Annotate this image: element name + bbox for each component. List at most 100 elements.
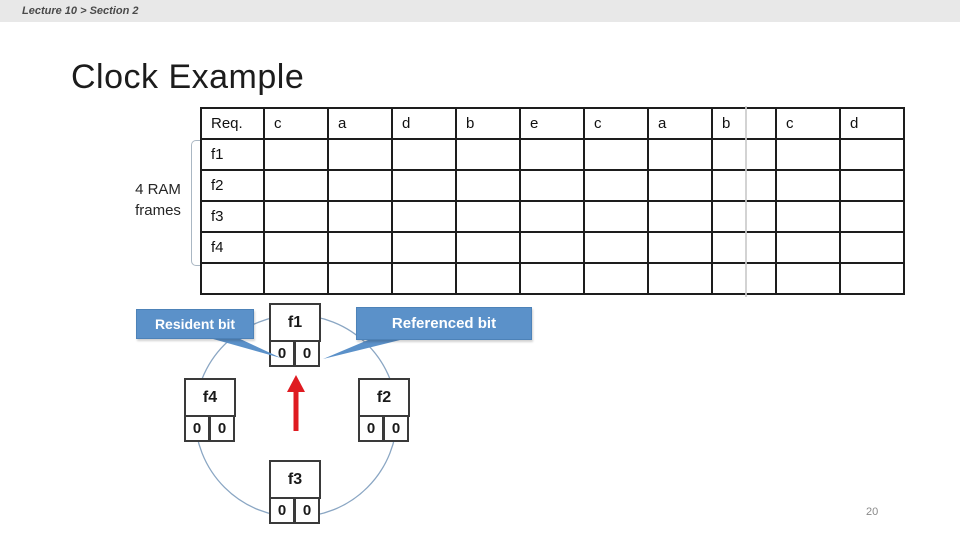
table-cell bbox=[519, 169, 585, 202]
referenced-bit-box: 0 bbox=[294, 340, 320, 367]
table-cell bbox=[647, 231, 713, 264]
bit-boxes: 0 0 bbox=[269, 340, 321, 367]
table-cell bbox=[647, 200, 713, 233]
request-letter-cell: d bbox=[839, 107, 905, 140]
breadcrumb-bar: Lecture 10 > Section 2 bbox=[0, 0, 960, 22]
bit-boxes: 0 0 bbox=[269, 497, 321, 524]
frame-row-label bbox=[200, 262, 265, 295]
table-cell bbox=[583, 200, 649, 233]
table-cell bbox=[455, 169, 521, 202]
table-cell bbox=[711, 231, 777, 264]
frame-row-label: f2 bbox=[200, 169, 265, 202]
table-cell bbox=[391, 231, 457, 264]
table-cell bbox=[647, 138, 713, 171]
slide-guide-line bbox=[745, 106, 747, 297]
request-letter-cell: a bbox=[327, 107, 393, 140]
referenced-bit-box: 0 bbox=[383, 415, 409, 442]
resident-bit-box: 0 bbox=[358, 415, 384, 442]
table-cell bbox=[839, 138, 905, 171]
table-cell bbox=[455, 138, 521, 171]
table-cell bbox=[775, 138, 841, 171]
table-cell bbox=[455, 231, 521, 264]
ram-frames-label-line2: frames bbox=[135, 202, 181, 219]
resident-bit-box: 0 bbox=[184, 415, 210, 442]
table-cell bbox=[391, 200, 457, 233]
table-cell bbox=[391, 169, 457, 202]
page-number: 20 bbox=[866, 506, 879, 518]
table-cell bbox=[327, 138, 393, 171]
referenced-bit-box: 0 bbox=[209, 415, 235, 442]
frame-row-label: f1 bbox=[200, 138, 265, 171]
table-cell bbox=[327, 200, 393, 233]
referenced-bit-callout: Referenced bit bbox=[356, 307, 532, 340]
request-letter-cell: a bbox=[647, 107, 713, 140]
table-cell bbox=[839, 200, 905, 233]
table-cell bbox=[327, 231, 393, 264]
table-cell bbox=[519, 200, 585, 233]
table-cell bbox=[711, 262, 777, 295]
clock-frame-f1: f1 0 0 bbox=[269, 303, 321, 367]
table-cell bbox=[711, 200, 777, 233]
page-title: Clock Example bbox=[71, 58, 305, 96]
table-cell bbox=[839, 262, 905, 295]
table-cell bbox=[775, 231, 841, 264]
table-cell bbox=[263, 262, 329, 295]
table-cell bbox=[583, 169, 649, 202]
table-cell bbox=[327, 169, 393, 202]
table-cell bbox=[263, 200, 329, 233]
request-letter-cell: d bbox=[391, 107, 457, 140]
table-cell bbox=[775, 262, 841, 295]
table-cell bbox=[583, 138, 649, 171]
req-table: Req. c a d b e c a b c d f1 f2 f3 f4 bbox=[200, 107, 905, 295]
frame-label: f2 bbox=[358, 378, 410, 417]
request-letter-cell: c bbox=[775, 107, 841, 140]
table-cell bbox=[519, 138, 585, 171]
table-cell bbox=[391, 138, 457, 171]
ram-frames-label: 4 RAM frames bbox=[126, 179, 190, 221]
table-cell bbox=[263, 138, 329, 171]
clock-hand-arrow-head bbox=[287, 375, 305, 392]
req-header-cell: Req. bbox=[200, 107, 265, 140]
table-cell bbox=[327, 262, 393, 295]
breadcrumb: Lecture 10 > Section 2 bbox=[22, 5, 139, 17]
resident-bit-box: 0 bbox=[269, 497, 295, 524]
table-cell bbox=[391, 262, 457, 295]
req-table-wrap: Req. c a d b e c a b c d f1 f2 f3 f4 bbox=[200, 107, 905, 295]
bit-boxes: 0 0 bbox=[184, 415, 236, 442]
clock-frame-f3: f3 0 0 bbox=[269, 460, 321, 524]
table-cell bbox=[711, 138, 777, 171]
request-letter-cell: b bbox=[711, 107, 777, 140]
table-cell bbox=[775, 200, 841, 233]
table-cell bbox=[711, 169, 777, 202]
frame-row-label: f4 bbox=[200, 231, 265, 264]
referenced-callout-tail bbox=[323, 340, 400, 359]
table-cell bbox=[647, 169, 713, 202]
table-cell bbox=[263, 169, 329, 202]
request-letter-cell: c bbox=[583, 107, 649, 140]
clock-frame-f2: f2 0 0 bbox=[358, 378, 410, 442]
table-cell bbox=[455, 262, 521, 295]
table-cell bbox=[583, 231, 649, 264]
frame-label: f1 bbox=[269, 303, 321, 342]
table-cell bbox=[775, 169, 841, 202]
request-letter-cell: c bbox=[263, 107, 329, 140]
table-cell bbox=[583, 262, 649, 295]
frame-row-label: f3 bbox=[200, 200, 265, 233]
table-cell bbox=[839, 231, 905, 264]
table-cell bbox=[647, 262, 713, 295]
request-letter-cell: e bbox=[519, 107, 585, 140]
resident-bit-callout: Resident bit bbox=[136, 309, 254, 339]
clock-frame-f4: f4 0 0 bbox=[184, 378, 236, 442]
table-cell bbox=[263, 231, 329, 264]
table-cell bbox=[519, 262, 585, 295]
table-cell bbox=[455, 200, 521, 233]
ram-frames-bracket bbox=[191, 140, 200, 266]
ram-frames-label-line1: 4 RAM bbox=[135, 181, 181, 198]
frame-label: f3 bbox=[269, 460, 321, 499]
frame-label: f4 bbox=[184, 378, 236, 417]
bit-boxes: 0 0 bbox=[358, 415, 410, 442]
referenced-bit-box: 0 bbox=[294, 497, 320, 524]
table-cell bbox=[839, 169, 905, 202]
table-cell bbox=[519, 231, 585, 264]
request-letter-cell: b bbox=[455, 107, 521, 140]
